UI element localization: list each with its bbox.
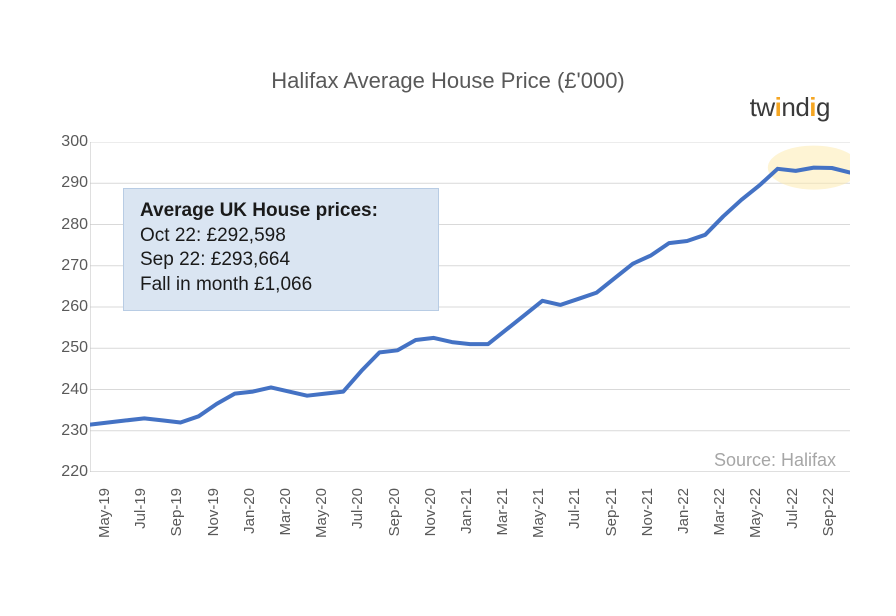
callout-box: Average UK House prices: Oct 22: £292,59… bbox=[123, 188, 439, 311]
x-tick-label: Sep-19 bbox=[168, 488, 185, 536]
y-tick-label: 300 bbox=[61, 133, 88, 151]
source-text: Source: Halifax bbox=[714, 450, 836, 471]
x-tick-label: Jul-21 bbox=[566, 488, 583, 529]
x-tick-label: Jul-19 bbox=[132, 488, 149, 529]
chart-container: Halifax Average House Price (£'000) twin… bbox=[30, 20, 866, 596]
y-tick-label: 220 bbox=[61, 463, 88, 481]
y-tick-label: 290 bbox=[61, 174, 88, 192]
y-axis: 220230240250260270280290300 bbox=[50, 142, 88, 472]
brand-logo: twindig bbox=[750, 92, 830, 123]
x-tick-label: May-20 bbox=[313, 488, 330, 538]
callout-line: Oct 22: £292,598 bbox=[140, 224, 422, 249]
y-tick-label: 280 bbox=[61, 216, 88, 234]
y-tick-label: 230 bbox=[61, 422, 88, 440]
x-tick-label: Jan-22 bbox=[675, 488, 692, 534]
x-tick-label: Nov-19 bbox=[205, 488, 222, 536]
x-tick-label: May-21 bbox=[530, 488, 547, 538]
x-tick-label: Jul-20 bbox=[349, 488, 366, 529]
x-tick-label: Jan-20 bbox=[241, 488, 258, 534]
x-axis: May-19 Jul-19 Sep-19 Nov-19 Jan-20 Mar-20 May-… bbox=[90, 480, 850, 600]
y-tick-label: 260 bbox=[61, 298, 88, 316]
y-tick-label: 270 bbox=[61, 257, 88, 275]
callout-lines: Oct 22: £292,598Sep 22: £293,664Fall in … bbox=[140, 224, 422, 298]
callout-line: Fall in month £1,066 bbox=[140, 273, 422, 298]
x-tick-label: Mar-22 bbox=[711, 488, 728, 536]
x-tick-label: Nov-21 bbox=[639, 488, 656, 536]
x-tick-label: Mar-21 bbox=[494, 488, 511, 536]
y-tick-label: 250 bbox=[61, 339, 88, 357]
x-tick-label: Sep-20 bbox=[386, 488, 403, 536]
x-tick-label: May-19 bbox=[96, 488, 113, 538]
y-tick-label: 240 bbox=[61, 381, 88, 399]
chart-title: Halifax Average House Price (£'000) bbox=[30, 20, 866, 104]
x-tick-label: Mar-20 bbox=[277, 488, 294, 536]
x-tick-label: Jan-21 bbox=[458, 488, 475, 534]
x-tick-label: May-22 bbox=[747, 488, 764, 538]
x-tick-label: Nov-20 bbox=[422, 488, 439, 536]
callout-title: Average UK House prices: bbox=[140, 199, 422, 224]
x-tick-label: Sep-22 bbox=[820, 488, 837, 536]
x-tick-label: Jul-22 bbox=[784, 488, 801, 529]
x-tick-label: Sep-21 bbox=[603, 488, 620, 536]
callout-line: Sep 22: £293,664 bbox=[140, 248, 422, 273]
